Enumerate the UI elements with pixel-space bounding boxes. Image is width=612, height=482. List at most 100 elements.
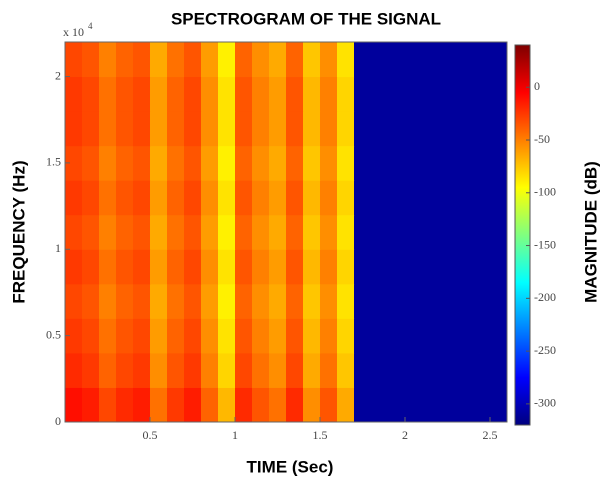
colorbar-tick-label: -300 bbox=[534, 396, 556, 410]
spectrogram-cell bbox=[150, 145, 168, 181]
spectrogram-cell bbox=[201, 283, 219, 319]
spectrogram-cell bbox=[167, 42, 185, 78]
spectrogram-cell bbox=[286, 145, 304, 181]
spectrogram-cell bbox=[167, 180, 185, 216]
spectrogram-cell bbox=[150, 111, 168, 147]
spectrogram-cell bbox=[235, 283, 253, 319]
spectrogram-cell bbox=[320, 145, 338, 181]
spectrogram-cell bbox=[133, 111, 151, 147]
spectrogram-cell bbox=[286, 249, 304, 285]
spectrogram-cell bbox=[269, 283, 287, 319]
spectrogram-cell bbox=[337, 180, 355, 216]
spectrogram-cell bbox=[303, 180, 321, 216]
spectrogram-cell bbox=[167, 111, 185, 147]
spectrogram-cell bbox=[320, 318, 338, 354]
spectrogram-cell bbox=[116, 214, 134, 250]
spectrogram-cell bbox=[252, 76, 270, 112]
spectrogram-cell bbox=[116, 42, 134, 78]
spectrogram-cell bbox=[99, 145, 117, 181]
spectrogram-cell bbox=[99, 42, 117, 78]
spectrogram-cell bbox=[201, 111, 219, 147]
spectrogram-cell bbox=[218, 387, 236, 423]
spectrogram-cell bbox=[82, 214, 100, 250]
spectrogram-cell bbox=[184, 42, 202, 78]
spectrogram-cell bbox=[82, 249, 100, 285]
spectrogram-cell bbox=[116, 387, 134, 423]
spectrogram-cell bbox=[252, 249, 270, 285]
spectrogram-cell bbox=[150, 180, 168, 216]
x-tick-label: 1.5 bbox=[313, 428, 328, 442]
spectrogram-cell bbox=[116, 352, 134, 388]
spectrogram-cell bbox=[201, 214, 219, 250]
spectrogram-cell bbox=[99, 318, 117, 354]
spectrogram-cell bbox=[252, 214, 270, 250]
spectrogram-cell bbox=[116, 318, 134, 354]
spectrogram-cell bbox=[303, 42, 321, 78]
spectrogram-cell bbox=[65, 111, 83, 147]
spectrogram-cell bbox=[184, 214, 202, 250]
spectrogram-cell bbox=[184, 387, 202, 423]
spectrogram-cell bbox=[252, 352, 270, 388]
y-tick-label: 0 bbox=[55, 414, 61, 428]
spectrogram-cell bbox=[337, 76, 355, 112]
spectrogram-cell bbox=[320, 249, 338, 285]
spectrogram-cell bbox=[65, 283, 83, 319]
spectrogram-cell bbox=[201, 145, 219, 181]
spectrogram-cell bbox=[99, 214, 117, 250]
spectrogram-cell bbox=[133, 76, 151, 112]
spectrogram-cell bbox=[303, 283, 321, 319]
colorbar-tick-label: 0 bbox=[534, 79, 540, 93]
spectrogram-cell bbox=[252, 318, 270, 354]
spectrogram-cell bbox=[201, 352, 219, 388]
spectrogram-cell bbox=[303, 111, 321, 147]
spectrogram-cell bbox=[235, 180, 253, 216]
spectrogram-cell bbox=[218, 214, 236, 250]
spectrogram-cell bbox=[82, 387, 100, 423]
spectrogram-cell bbox=[269, 318, 287, 354]
spectrogram-cell bbox=[252, 145, 270, 181]
spectrogram-cell bbox=[82, 283, 100, 319]
spectrogram-cell bbox=[116, 145, 134, 181]
spectrogram-cell bbox=[286, 42, 304, 78]
spectrogram-cell bbox=[167, 318, 185, 354]
spectrogram-cell bbox=[354, 318, 508, 354]
x-tick-label: 0.5 bbox=[143, 428, 158, 442]
spectrogram-cell bbox=[269, 180, 287, 216]
spectrogram-cell bbox=[354, 42, 508, 78]
spectrogram-cell bbox=[133, 249, 151, 285]
spectrogram-cell bbox=[218, 352, 236, 388]
spectrogram-cell bbox=[218, 145, 236, 181]
spectrogram-cell bbox=[201, 318, 219, 354]
spectrogram-cell bbox=[116, 283, 134, 319]
colorbar-tick-label: -150 bbox=[534, 237, 556, 251]
spectrogram-cell bbox=[150, 214, 168, 250]
spectrogram-cell bbox=[167, 145, 185, 181]
spectrogram-cell bbox=[269, 42, 287, 78]
spectrogram-cell bbox=[99, 352, 117, 388]
spectrogram-cell bbox=[82, 76, 100, 112]
spectrogram-cell bbox=[184, 352, 202, 388]
spectrogram-cell bbox=[320, 180, 338, 216]
spectrogram-cell bbox=[99, 283, 117, 319]
spectrogram-cell bbox=[269, 76, 287, 112]
spectrogram-cell bbox=[99, 111, 117, 147]
spectrogram-cell bbox=[218, 111, 236, 147]
spectrogram-cell bbox=[150, 318, 168, 354]
y-multiplier-exponent: 4 bbox=[88, 21, 93, 31]
colorbar-tick-label: -200 bbox=[534, 290, 556, 304]
spectrogram-cell bbox=[65, 145, 83, 181]
spectrogram-cell bbox=[303, 145, 321, 181]
spectrogram-cell bbox=[150, 283, 168, 319]
spectrogram-cell bbox=[303, 352, 321, 388]
spectrogram-cell bbox=[65, 180, 83, 216]
colorbar-tick-label: -100 bbox=[534, 185, 556, 199]
spectrogram-cell bbox=[269, 214, 287, 250]
spectrogram-cell bbox=[303, 76, 321, 112]
spectrogram-cell bbox=[133, 387, 151, 423]
spectrogram-cell bbox=[235, 249, 253, 285]
spectrogram-cell bbox=[286, 180, 304, 216]
spectrogram-cell bbox=[337, 214, 355, 250]
spectrogram-cell bbox=[167, 76, 185, 112]
y-tick-label: 1.5 bbox=[46, 155, 61, 169]
colorbar-tick-label: -250 bbox=[534, 343, 556, 357]
